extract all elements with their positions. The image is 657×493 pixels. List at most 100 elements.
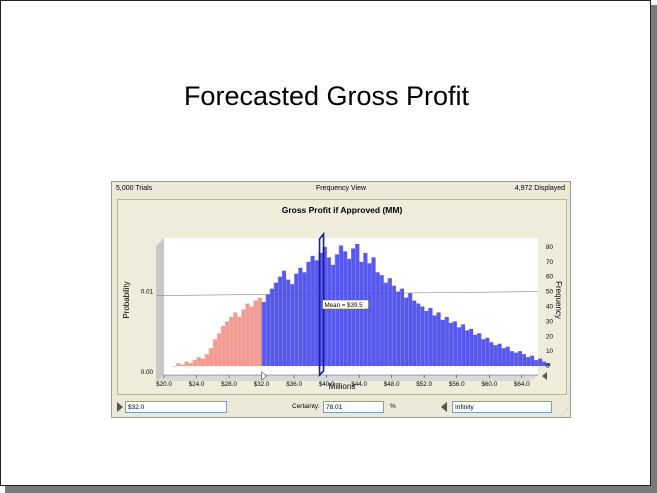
- trials-count: 5,000 Trials: [116, 185, 153, 192]
- histogram-bar: [432, 315, 437, 367]
- histogram-bar: [241, 309, 246, 367]
- histogram-bar: [513, 352, 518, 367]
- histogram-bar: [200, 358, 205, 367]
- histogram-bar: [403, 297, 409, 367]
- slide-title: Forecasted Gross Profit: [183, 81, 470, 111]
- histogram-bar: [529, 355, 535, 367]
- y-right-tick-label: 20: [546, 333, 554, 340]
- frequency-chart: Gross Profit if Approved (MM) $20.0 $24.0…: [122, 205, 563, 391]
- x-tick-label: $32.0: [254, 381, 270, 388]
- histogram-bar: [318, 252, 323, 367]
- mean-label-box: [322, 299, 369, 310]
- y-right-tick-label: 40: [546, 304, 554, 311]
- certainty-label: Certainty:: [292, 403, 320, 410]
- histogram-bar: [464, 330, 470, 367]
- histogram-bar: [436, 312, 441, 367]
- histogram-bar: [220, 325, 226, 367]
- y-left-tick-label: 0.00: [141, 369, 154, 376]
- histogram-bar: [481, 339, 486, 367]
- histogram-bar: [237, 316, 242, 367]
- y-right-tick-label: 30: [546, 318, 554, 325]
- histogram-bar: [196, 357, 201, 367]
- resize-grip-icon[interactable]: ⋰: [562, 409, 568, 415]
- histogram-bar: [314, 260, 319, 367]
- histogram-bar: [257, 297, 262, 367]
- histogram-bar: [192, 360, 197, 367]
- histogram-bar: [265, 294, 270, 367]
- right-value-field[interactable]: [452, 401, 552, 413]
- histogram-bar: [399, 288, 405, 367]
- histogram-bar: [448, 322, 453, 367]
- slide-shadow: [651, 5, 657, 493]
- histogram-bar: [363, 252, 368, 367]
- histogram-bar: [472, 334, 478, 367]
- histogram-bar: [456, 327, 461, 367]
- histogram-bar: [212, 339, 218, 367]
- histogram-bar: [489, 342, 494, 367]
- histogram-bar: [391, 285, 396, 367]
- histogram-bar: [501, 348, 506, 367]
- histogram-bar: [277, 276, 283, 367]
- histogram-bar: [395, 291, 400, 367]
- view-mode-label[interactable]: Frequency View: [315, 185, 367, 192]
- histogram-bar: [224, 321, 230, 367]
- histogram-bar: [416, 303, 421, 367]
- percent-label: %: [390, 403, 396, 410]
- histogram-bar: [538, 358, 543, 367]
- x-tick-label: $64.0: [514, 381, 530, 388]
- x-tick-label: $36.0: [286, 381, 302, 388]
- histogram-bar: [334, 254, 340, 367]
- right-grabber-icon[interactable]: [441, 402, 447, 412]
- histogram-bar: [546, 363, 551, 367]
- histogram-bar: [485, 337, 490, 367]
- left-grabber-icon[interactable]: [117, 402, 123, 412]
- histogram-bar: [411, 300, 417, 367]
- x-tick-label: $56.0: [449, 381, 465, 388]
- histogram-bar: [208, 348, 213, 367]
- y-axis-label-left: Probability: [122, 281, 131, 318]
- histogram-bar: [261, 302, 266, 367]
- histogram-bar: [525, 357, 531, 367]
- histogram-bar: [452, 321, 457, 367]
- histogram-bar: [521, 354, 527, 367]
- histogram-bar: [371, 257, 376, 367]
- histogram-bar: [460, 324, 466, 367]
- histogram-bar: [176, 363, 181, 367]
- histogram-bar: [204, 354, 209, 367]
- histogram-bar: [188, 363, 193, 367]
- histogram-bar: [420, 306, 425, 367]
- x-tick-label: $48.0: [384, 381, 400, 388]
- certainty-field[interactable]: [323, 401, 384, 413]
- histogram-bar: [379, 275, 384, 367]
- histogram-bar: [533, 360, 539, 367]
- histogram-bar: [273, 282, 279, 367]
- histogram-bar: [180, 364, 185, 367]
- y-right-tick-label: 70: [546, 259, 554, 266]
- histogram-bar: [330, 264, 335, 367]
- y-left-tick-label: 0.01: [141, 289, 154, 296]
- histogram-bar: [517, 351, 522, 367]
- histogram-bar: [245, 303, 250, 367]
- y-axis-label-right: Frequency: [554, 281, 563, 319]
- histogram-bar: [497, 343, 502, 367]
- histogram-bar: [542, 361, 547, 367]
- histogram-bar: [424, 310, 429, 367]
- histogram-bar: [326, 257, 331, 367]
- histogram-bar: [359, 261, 364, 367]
- slide-shadow: [5, 486, 657, 493]
- x-tick-label: $28.0: [221, 381, 237, 388]
- x-tick-label: $24.0: [189, 381, 205, 388]
- chart-side-wall: [156, 238, 164, 381]
- x-tick-label: $40.0: [319, 381, 335, 388]
- histogram-bar: [233, 312, 238, 367]
- histogram-bar: [294, 273, 299, 367]
- displayed-count: 4,972 Displayed: [514, 185, 565, 192]
- histogram-bar: [184, 361, 189, 367]
- histogram-bar: [346, 258, 352, 367]
- histogram-bar: [468, 328, 474, 367]
- histogram-bar: [216, 333, 222, 367]
- histogram-bar: [290, 284, 295, 367]
- left-value-field[interactable]: [125, 401, 227, 413]
- histogram-bar: [493, 345, 498, 367]
- forecast-chart-window: 5,000 Trials Frequency View 4,972 Displa…: [111, 181, 571, 418]
